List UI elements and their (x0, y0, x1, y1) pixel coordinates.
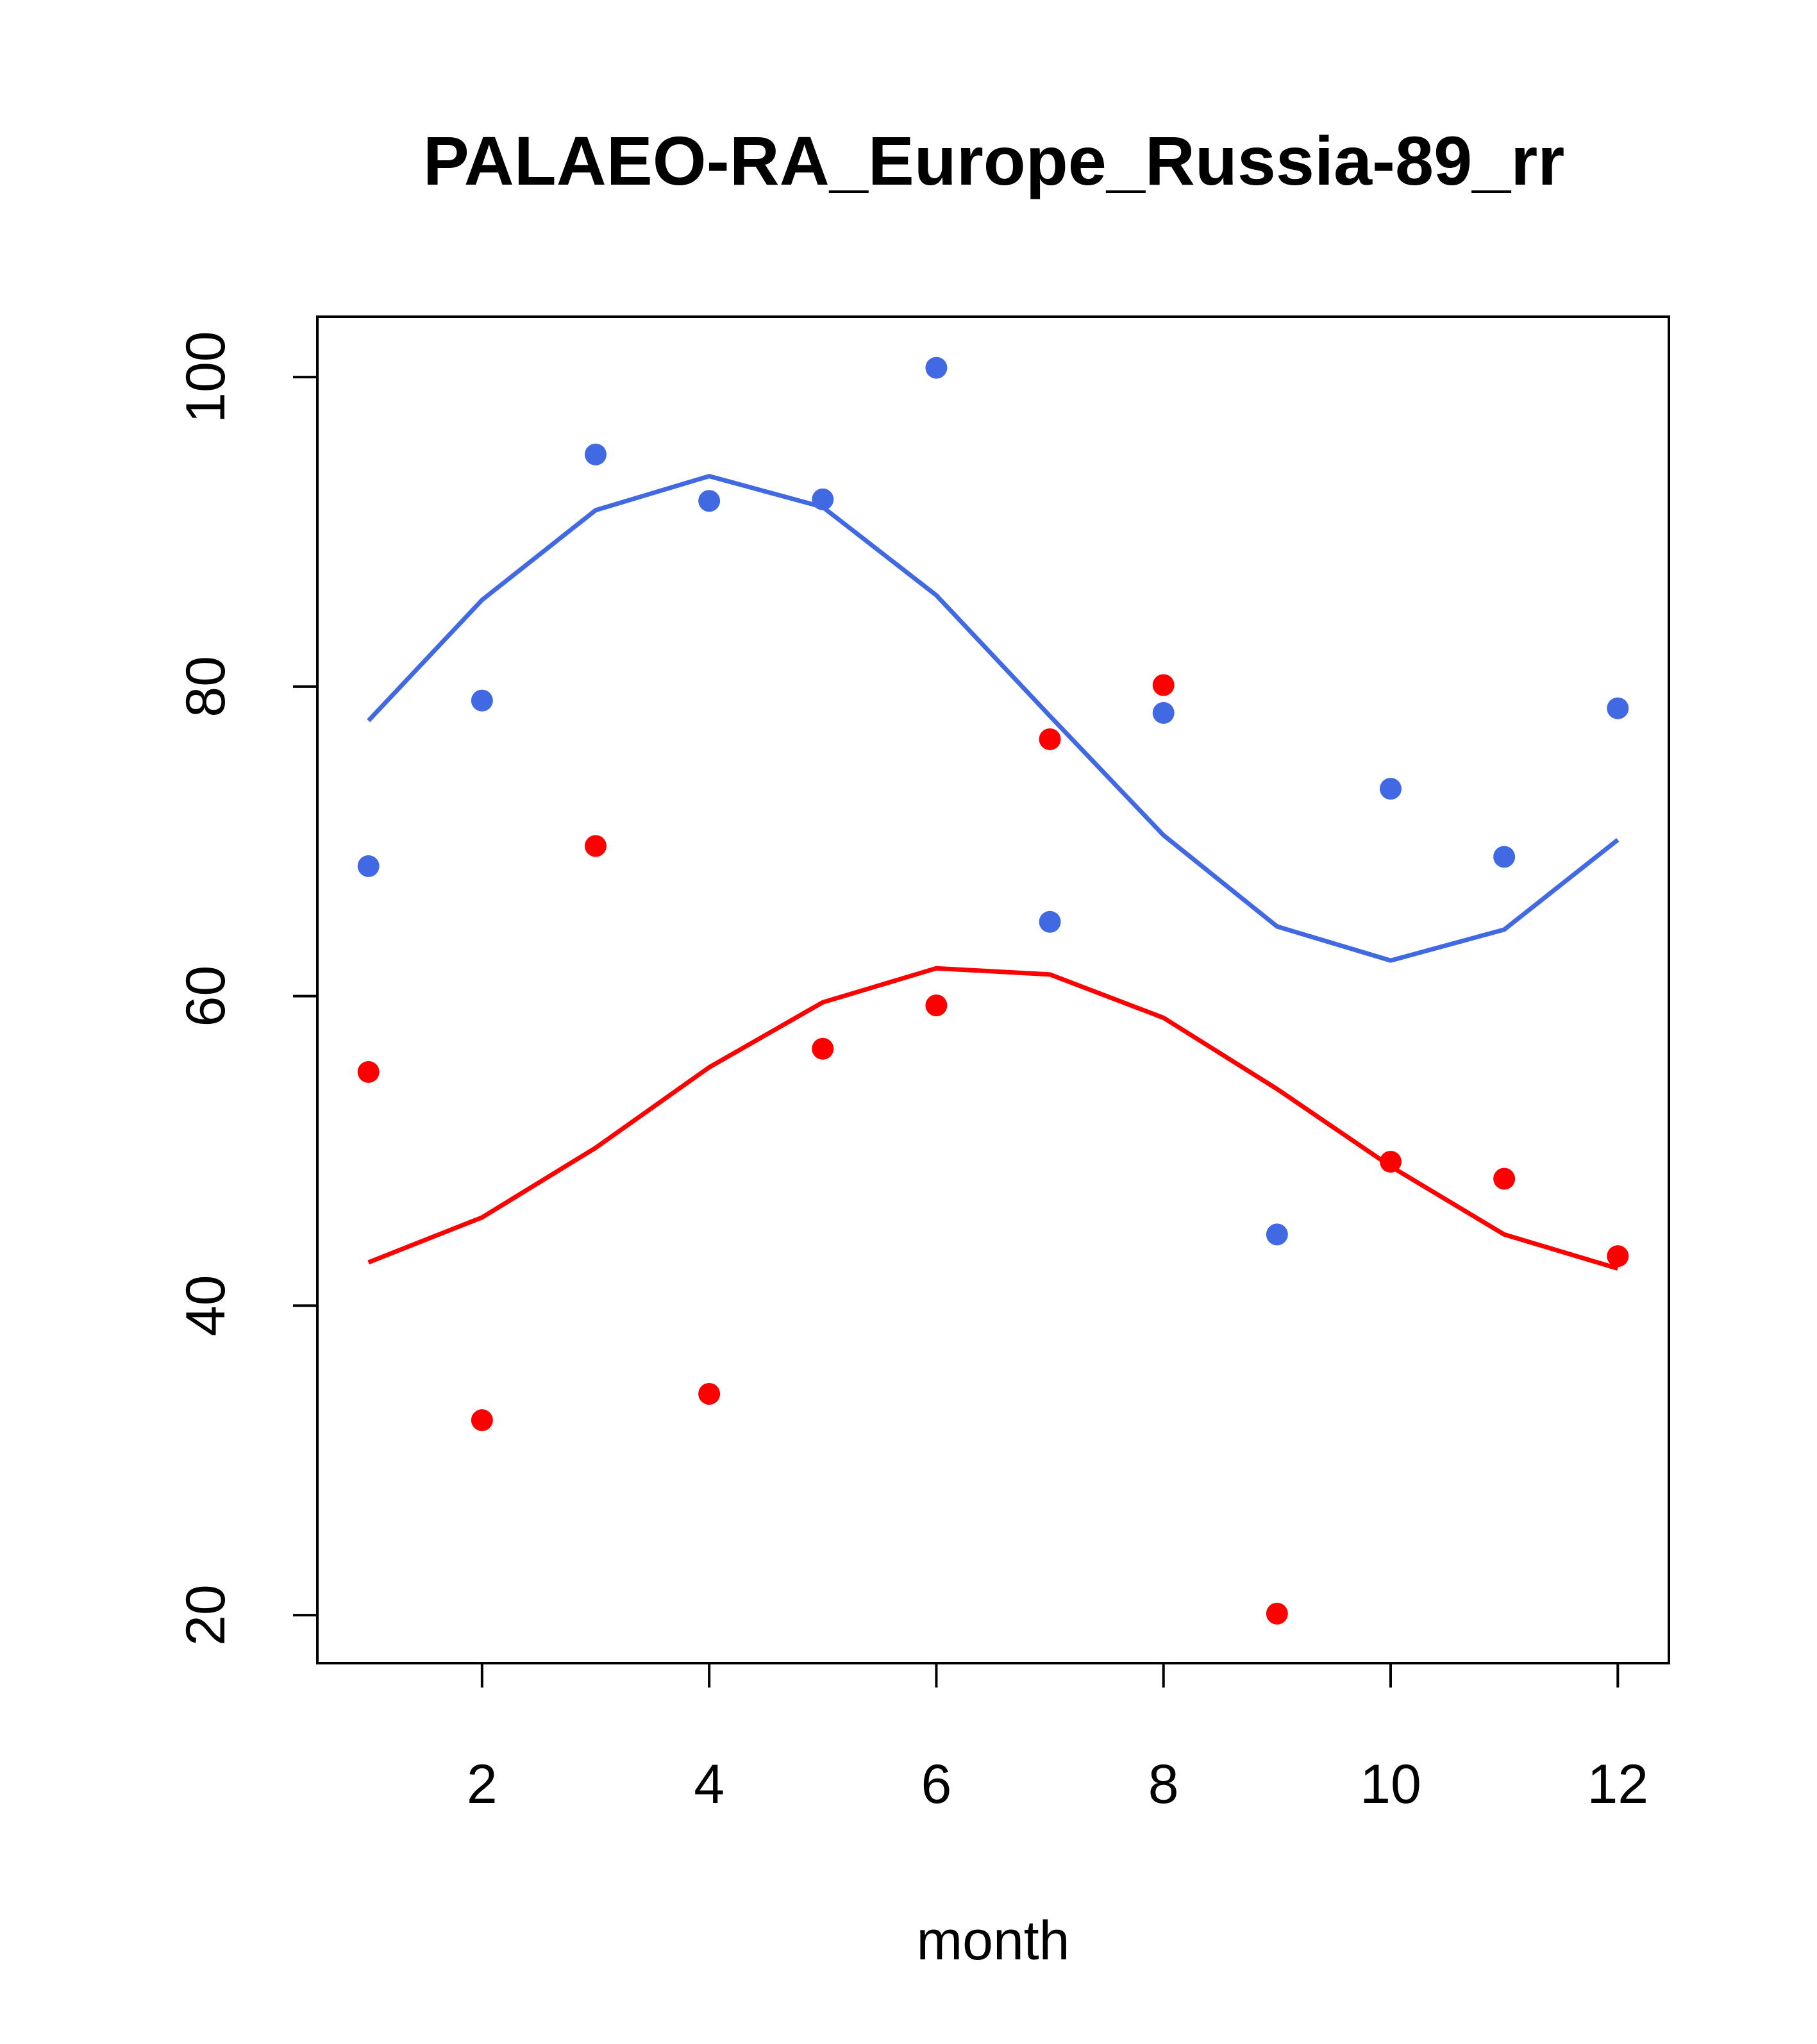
red-point (1607, 1245, 1629, 1268)
blue-point (471, 689, 493, 712)
red-point (812, 1037, 834, 1060)
blue-point (698, 490, 721, 512)
red-point (1493, 1168, 1516, 1190)
blue-smooth-line (367, 474, 1620, 963)
y-tick-label: 60 (175, 966, 237, 1027)
red-point (585, 835, 607, 857)
blue-point (1607, 697, 1629, 719)
x-tick-label: 6 (921, 1754, 952, 1815)
x-tick-label: 4 (694, 1754, 724, 1815)
red-point (1266, 1602, 1288, 1625)
blue-point (585, 443, 607, 465)
red-point (698, 1383, 721, 1405)
y-axis: 20 40 60 80 100 (175, 331, 319, 1646)
x-tick-label: 8 (1148, 1754, 1179, 1815)
y-tick-label: 100 (175, 331, 237, 423)
series-layer (357, 356, 1629, 1625)
red-point (471, 1409, 493, 1432)
red-point (357, 1060, 380, 1083)
red-point (1039, 728, 1061, 750)
y-tick-label: 80 (175, 656, 237, 717)
blue-point (1039, 910, 1061, 933)
x-tick-label: 10 (1360, 1754, 1421, 1815)
x-axis-label: month (916, 1910, 1069, 1972)
red-smooth-line (367, 966, 1619, 1271)
x-axis: 2 4 6 8 10 12 (467, 1662, 1648, 1815)
chart-title: PALAEO-RA_Europe_Russia-89_rr (423, 122, 1565, 199)
red-point (1152, 674, 1175, 696)
red-point (925, 994, 948, 1017)
y-tick-label: 20 (175, 1584, 237, 1646)
plot-frame (316, 315, 1670, 1664)
y-tick-label: 40 (175, 1275, 237, 1337)
blue-point (1380, 778, 1402, 800)
blue-point (357, 855, 380, 877)
blue-point (1493, 846, 1516, 868)
x-tick-label: 2 (467, 1754, 498, 1815)
x-tick-label: 12 (1587, 1754, 1648, 1815)
blue-point (925, 356, 948, 379)
blue-point (1152, 701, 1175, 724)
blue-point (1266, 1223, 1288, 1246)
